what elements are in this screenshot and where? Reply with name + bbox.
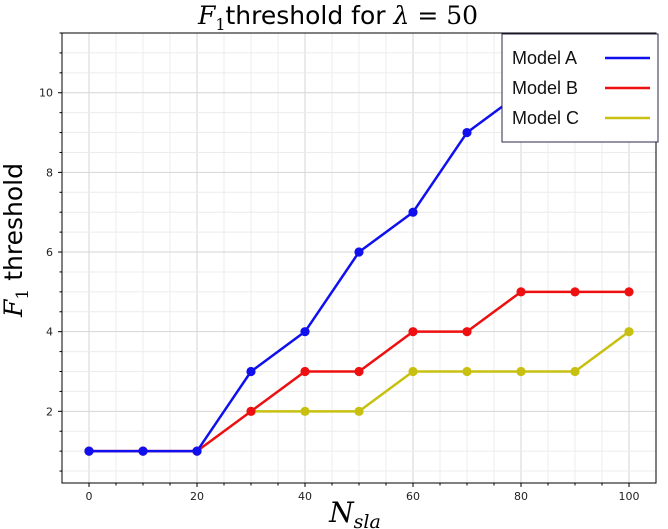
x-tick-label: 60	[406, 490, 420, 503]
legend-label-model-a: Model A	[512, 48, 577, 68]
legend-label-model-b: Model B	[512, 78, 578, 98]
data-point-model-c	[408, 366, 418, 377]
data-point-model-a	[84, 446, 94, 456]
data-point-model-a	[624, 8, 633, 17]
data-point-model-a	[354, 247, 364, 257]
data-point-model-c	[300, 406, 310, 416]
plot-frame	[61, 32, 657, 484]
data-point-model-a	[408, 207, 418, 217]
y-tick-label: 2	[46, 405, 53, 418]
series-model-c	[246, 327, 634, 416]
data-point-model-a	[138, 446, 148, 456]
y-tick-label: 6	[46, 246, 53, 259]
data-point-model-b	[462, 327, 472, 337]
data-point-model-b	[300, 366, 310, 377]
data-point-model-c	[516, 366, 526, 377]
x-axis-ticks: 0 20 40 60 80 100	[86, 483, 640, 503]
data-point-model-a	[462, 127, 472, 138]
x-tick-label: 20	[190, 490, 204, 503]
series-layer	[84, 8, 634, 456]
x-tick-label: 100	[619, 490, 640, 503]
series-line-model-c	[251, 330, 630, 413]
legend-label-model-c: Model C	[512, 108, 579, 128]
data-point-model-b	[246, 406, 256, 416]
x-tick-label: 40	[298, 490, 312, 503]
y-axis-ticks: 2 4 6 8 10	[39, 87, 62, 418]
chart-title: F1threshold for λ = 50	[197, 1, 478, 34]
data-point-model-b	[408, 327, 418, 337]
y-tick-label: 4	[46, 326, 53, 339]
data-point-model-b	[624, 287, 634, 297]
data-point-model-a	[246, 366, 256, 377]
data-point-model-c	[570, 366, 580, 377]
data-point-model-b	[354, 366, 364, 377]
x-axis-label: Nsla	[328, 496, 381, 529]
data-point-model-b	[516, 287, 526, 297]
data-point-model-a	[192, 446, 202, 456]
x-tick-label: 80	[514, 490, 528, 503]
data-point-model-b	[570, 287, 580, 297]
data-point-model-c	[354, 406, 364, 416]
data-point-model-c	[462, 366, 472, 377]
data-point-model-a	[300, 327, 310, 337]
y-tick-label: 8	[46, 166, 53, 179]
data-point-model-c	[624, 327, 634, 337]
y-axis-label: F1 threshold	[0, 163, 33, 318]
legend: Model A Model B Model C	[501, 33, 659, 143]
y-tick-label: 10	[39, 87, 53, 100]
x-tick-label: 0	[86, 490, 93, 503]
